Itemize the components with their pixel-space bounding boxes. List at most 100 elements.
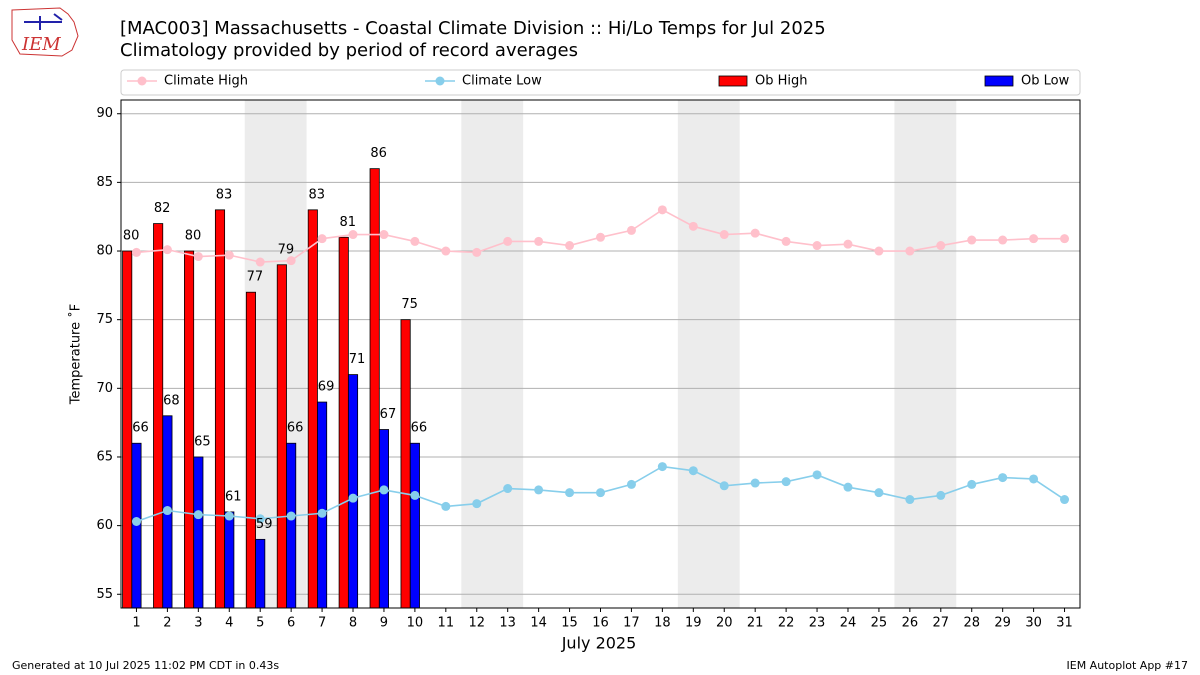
x-tick-label: 1	[132, 616, 140, 631]
chart-title: [MAC003] Massachusetts - Coastal Climate…	[120, 18, 826, 39]
x-tick-label: 12	[468, 616, 485, 631]
chart-subtitle: Climatology provided by period of record…	[120, 40, 578, 61]
x-tick-label: 23	[809, 616, 826, 631]
legend-swatch	[718, 75, 748, 87]
line-marker	[1029, 234, 1039, 244]
line-marker	[503, 236, 513, 246]
y-tick-label: 60	[96, 518, 113, 533]
bar	[153, 223, 164, 609]
line-marker	[719, 230, 729, 240]
line-marker	[162, 245, 172, 255]
bar	[409, 442, 420, 609]
legend-label: Climate Low	[462, 74, 542, 89]
bar-value-label: 80	[185, 229, 202, 244]
bar-value-label: 71	[349, 352, 366, 367]
line-marker	[936, 490, 946, 500]
line-marker	[348, 230, 358, 240]
y-tick-label: 65	[96, 449, 113, 464]
bar-value-label: 81	[339, 215, 356, 230]
bar	[276, 264, 287, 609]
bar-value-label: 83	[309, 187, 326, 202]
x-tick-label: 8	[349, 616, 357, 631]
x-tick-label: 6	[287, 616, 295, 631]
line-marker	[348, 493, 358, 503]
bar	[193, 456, 204, 609]
line-marker	[1060, 495, 1070, 505]
line-marker	[967, 479, 977, 489]
bar-value-label: 69	[318, 380, 335, 395]
bar-value-label: 61	[225, 489, 242, 504]
line-marker	[596, 488, 605, 498]
logo-icon	[24, 13, 63, 30]
line-marker	[286, 256, 296, 266]
line-marker	[286, 511, 296, 521]
line-marker	[1060, 234, 1070, 244]
plot-area	[121, 100, 1080, 609]
line-marker	[967, 235, 977, 245]
line-marker	[998, 473, 1008, 483]
bar	[245, 291, 256, 609]
line-marker	[657, 205, 667, 215]
line-marker	[565, 241, 575, 251]
line-marker	[750, 228, 760, 238]
x-tick-label: 27	[933, 616, 950, 631]
bar-value-label: 79	[278, 242, 295, 257]
line-marker	[688, 466, 698, 476]
x-tick-label: 9	[380, 616, 388, 631]
y-tick-label: 90	[96, 106, 113, 121]
y-tick-label: 70	[96, 381, 113, 396]
bar	[307, 209, 318, 609]
x-tick-label: 4	[225, 616, 233, 631]
line-marker	[812, 241, 822, 251]
line-marker	[255, 514, 265, 524]
line-marker	[657, 462, 667, 472]
x-tick-label: 30	[1025, 616, 1042, 631]
x-axis-label: July 2025	[561, 634, 637, 653]
y-axis-label: Temperature ˚F	[68, 304, 84, 405]
bar-value-label: 80	[123, 229, 140, 244]
line-marker	[441, 501, 451, 511]
line-marker	[162, 506, 172, 516]
logo: IEM	[11, 7, 79, 57]
line-marker	[874, 246, 884, 256]
line-marker	[596, 232, 605, 242]
line-marker	[812, 470, 822, 480]
bar	[347, 374, 359, 609]
footer-left: Generated at 10 Jul 2025 11:02 PM CDT in…	[12, 659, 279, 672]
line-marker	[843, 482, 853, 492]
line-marker	[750, 478, 760, 488]
line-marker	[317, 508, 327, 518]
line-marker	[905, 246, 915, 256]
bar	[122, 250, 133, 609]
line-marker	[224, 511, 234, 521]
x-tick-label: 20	[716, 616, 733, 631]
y-tick-label: 75	[96, 312, 113, 327]
x-tick-label: 31	[1056, 616, 1073, 631]
x-tick-label: 24	[840, 616, 857, 631]
x-tick-label: 7	[318, 616, 326, 631]
line-marker	[379, 485, 389, 495]
bar-value-label: 66	[287, 421, 304, 436]
line-marker	[905, 495, 915, 505]
bar-value-label: 83	[216, 187, 233, 202]
weekend-shade	[677, 100, 740, 608]
footer-right: IEM Autoplot App #17	[1067, 659, 1189, 672]
bar-value-label: 86	[370, 146, 387, 161]
bar-value-label: 75	[401, 297, 418, 312]
bar	[214, 209, 226, 609]
line-marker	[317, 234, 327, 244]
line-marker	[441, 246, 451, 256]
weekend-shade	[894, 100, 957, 608]
x-tick-label: 13	[499, 616, 516, 631]
line-marker	[193, 510, 203, 520]
legend-label: Ob High	[755, 74, 808, 89]
line-marker	[503, 484, 513, 494]
line-marker	[626, 479, 636, 489]
x-tick-label: 11	[438, 616, 455, 631]
line-marker	[874, 488, 884, 498]
x-tick-label: 21	[747, 616, 764, 631]
x-tick-label: 16	[592, 616, 609, 631]
bar-value-label: 77	[247, 270, 264, 285]
bar	[184, 250, 195, 609]
line-marker	[843, 239, 853, 249]
